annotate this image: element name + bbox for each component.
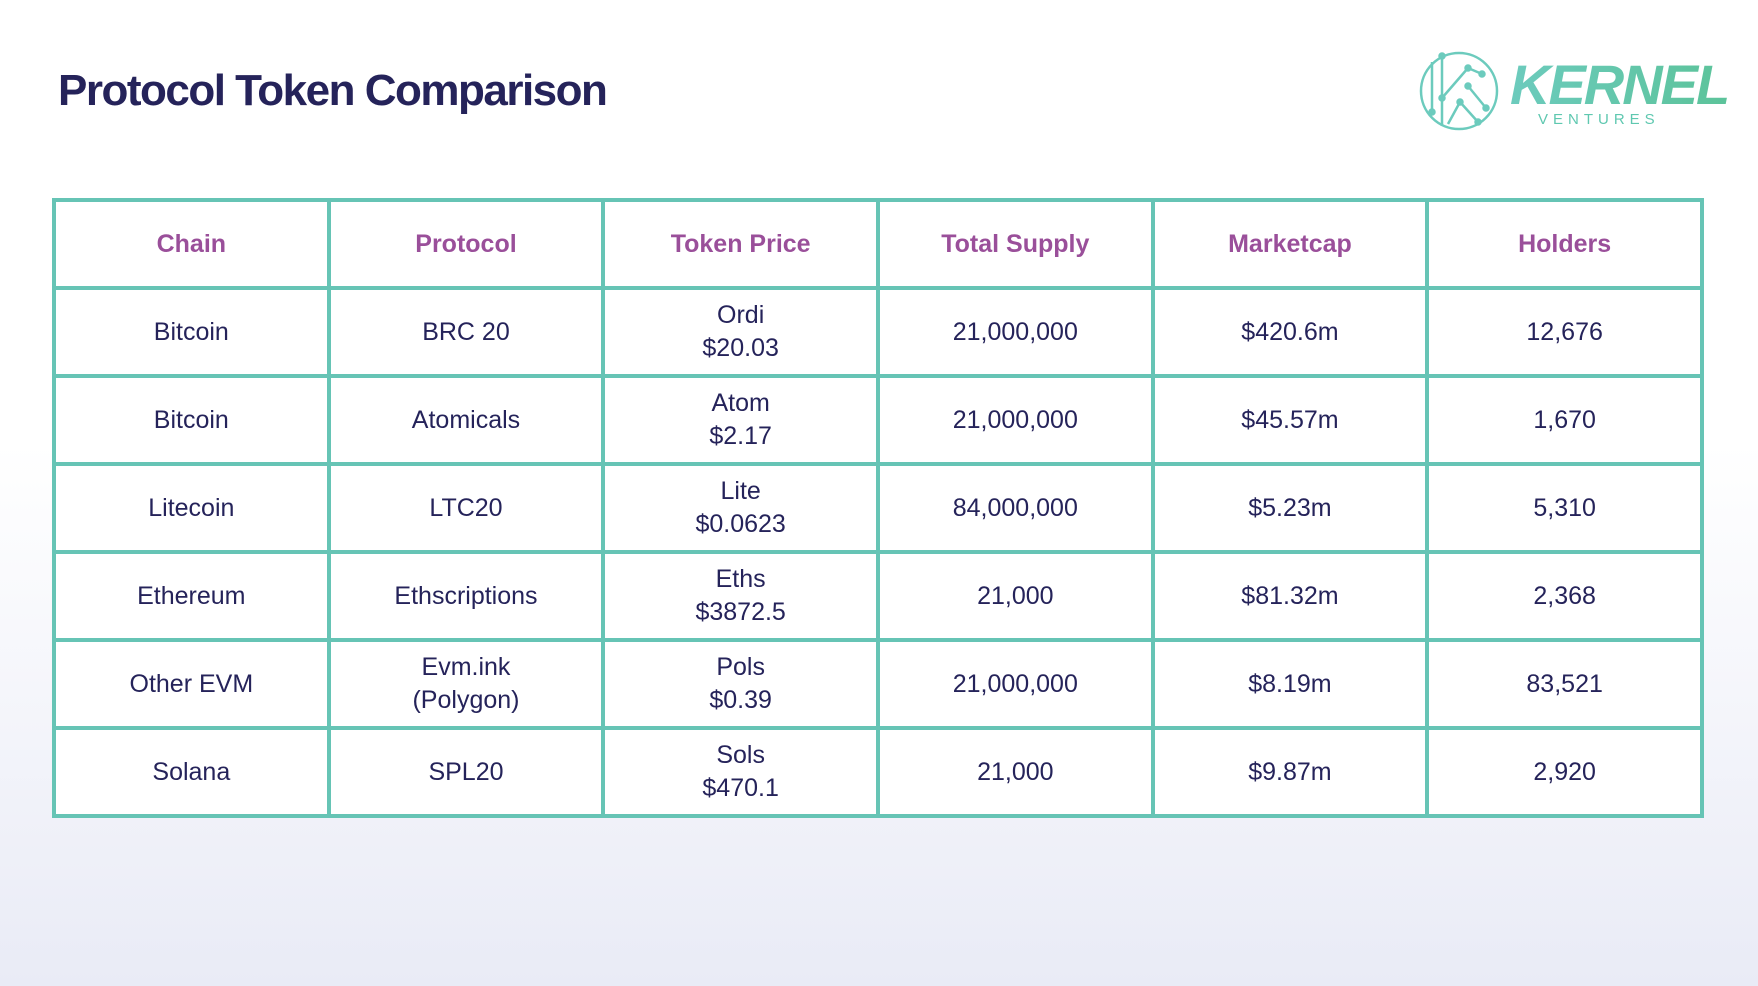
logo-subtitle: VENTURES bbox=[1538, 111, 1660, 128]
token-price: $3872.5 bbox=[695, 598, 786, 626]
holders-cell: 5,310 bbox=[1533, 493, 1596, 522]
table-cell: 5,310 bbox=[1425, 462, 1704, 554]
token-name: Pols bbox=[716, 653, 765, 681]
table-cell: Other EVM bbox=[52, 638, 331, 730]
marketcap-cell: $5.23m bbox=[1248, 493, 1332, 522]
table-cell: Ethscriptions bbox=[326, 550, 606, 642]
supply-cell: 21,000 bbox=[977, 581, 1054, 610]
token-price: $0.0623 bbox=[695, 510, 786, 538]
column-header: Protocol bbox=[326, 198, 606, 290]
table-cell: $9.87m bbox=[1150, 726, 1430, 818]
holders-cell: 2,368 bbox=[1533, 581, 1596, 610]
token-name: Atom bbox=[711, 389, 770, 417]
token-name: Lite bbox=[720, 477, 761, 505]
table-cell: $420.6m bbox=[1150, 286, 1430, 378]
table-cell: 21,000,000 bbox=[875, 286, 1155, 378]
table-cell: Ethereum bbox=[52, 550, 331, 642]
table-row: Litecoin LTC20 Lite $0.0623 84,000,000 $5.23m… bbox=[52, 462, 1704, 554]
marketcap-cell: $81.32m bbox=[1241, 581, 1339, 610]
token-name: Sols bbox=[716, 741, 765, 769]
holders-cell: 2,920 bbox=[1533, 757, 1596, 786]
protocol-cell: SPL20 bbox=[428, 757, 504, 786]
table-cell: Ordi $20.03 bbox=[601, 286, 880, 378]
holders-cell: 1,670 bbox=[1533, 405, 1596, 434]
table-cell: $45.57m bbox=[1150, 374, 1430, 466]
protocol-cell: (Polygon) bbox=[412, 686, 520, 714]
chain-cell: Bitcoin bbox=[153, 405, 229, 434]
supply-cell: 21,000,000 bbox=[952, 669, 1078, 698]
table-cell: Bitcoin bbox=[52, 286, 331, 378]
table-header-row: Chain Protocol Token Price Total Supply Mark… bbox=[52, 198, 1704, 290]
table-cell: Eths $3872.5 bbox=[601, 550, 880, 642]
table-row: Bitcoin BRC 20 Ordi $20.03 21,000,000 $420.6m… bbox=[52, 286, 1704, 378]
table-cell: BRC 20 bbox=[326, 286, 606, 378]
marketcap-cell: $45.57m bbox=[1241, 405, 1339, 434]
token-name: Eths bbox=[715, 565, 766, 593]
protocol-cell: Ethscriptions bbox=[394, 581, 538, 610]
table-cell: 21,000 bbox=[875, 550, 1155, 642]
table-cell: 2,920 bbox=[1425, 726, 1704, 818]
supply-cell: 21,000 bbox=[977, 757, 1054, 786]
chain-cell: Ethereum bbox=[137, 581, 246, 610]
table-cell: 84,000,000 bbox=[875, 462, 1155, 554]
table-cell: 21,000 bbox=[875, 726, 1155, 818]
column-header: Total Supply bbox=[875, 198, 1155, 290]
chain-cell: Other EVM bbox=[129, 669, 254, 698]
table-cell: 21,000,000 bbox=[875, 374, 1155, 466]
kernel-ventures-logo: KERNEL VENTURES bbox=[1418, 50, 1730, 136]
column-header: Chain bbox=[52, 198, 331, 290]
token-price: $0.39 bbox=[709, 686, 772, 714]
chain-cell: Litecoin bbox=[148, 493, 235, 522]
supply-cell: 84,000,000 bbox=[952, 493, 1078, 522]
table-cell: 21,000,000 bbox=[875, 638, 1155, 730]
column-header: Marketcap bbox=[1150, 198, 1430, 290]
page-title: Protocol Token Comparison bbox=[58, 66, 608, 115]
table-cell: Atom $2.17 bbox=[601, 374, 880, 466]
table-cell: 83,521 bbox=[1425, 638, 1704, 730]
token-price: $2.17 bbox=[709, 422, 772, 450]
table-cell: 2,368 bbox=[1425, 550, 1704, 642]
token-name: Ordi bbox=[717, 301, 765, 329]
table-row: Ethereum Ethscriptions Eths $3872.5 21,000 $8… bbox=[52, 550, 1704, 642]
protocol-cell: Atomicals bbox=[411, 405, 521, 434]
table-cell: Pols $0.39 bbox=[601, 638, 880, 730]
chain-cell: Solana bbox=[152, 757, 231, 786]
protocol-cell: Evm.ink bbox=[421, 653, 511, 681]
column-header: Token Price bbox=[601, 198, 880, 290]
kernel-logo-icon bbox=[1419, 51, 1499, 131]
table-cell: SPL20 bbox=[326, 726, 606, 818]
table-cell: Evm.ink (Polygon) bbox=[326, 638, 606, 730]
table-cell: 12,676 bbox=[1425, 286, 1704, 378]
table-cell: 1,670 bbox=[1425, 374, 1704, 466]
column-header: Holders bbox=[1425, 198, 1704, 290]
holders-cell: 12,676 bbox=[1526, 317, 1603, 346]
chain-cell: Bitcoin bbox=[153, 317, 229, 346]
table-row: Solana SPL20 Sols $470.1 21,000 $9.87m 2,920 bbox=[52, 726, 1704, 818]
marketcap-cell: $420.6m bbox=[1241, 317, 1339, 346]
marketcap-cell: $9.87m bbox=[1248, 757, 1332, 786]
token-price: $470.1 bbox=[702, 774, 779, 802]
marketcap-cell: $8.19m bbox=[1248, 669, 1332, 698]
supply-cell: 21,000,000 bbox=[952, 405, 1078, 434]
table-row: Bitcoin Atomicals Atom $2.17 21,000,000 $45.5… bbox=[52, 374, 1704, 466]
table-cell: Bitcoin bbox=[52, 374, 331, 466]
token-price: $20.03 bbox=[702, 334, 779, 362]
table-cell: $5.23m bbox=[1150, 462, 1430, 554]
table-cell: Sols $470.1 bbox=[601, 726, 880, 818]
table-cell: $8.19m bbox=[1150, 638, 1430, 730]
holders-cell: 83,521 bbox=[1526, 669, 1603, 698]
table-cell: Atomicals bbox=[326, 374, 606, 466]
table-cell: Solana bbox=[52, 726, 331, 818]
table-cell: $81.32m bbox=[1150, 550, 1430, 642]
table-cell: Lite $0.0623 bbox=[601, 462, 880, 554]
logo-wordmark: KERNEL bbox=[1510, 53, 1730, 116]
comparison-table: Chain Protocol Token Price Total Supply Mark… bbox=[52, 198, 1704, 818]
table-row: Other EVM Evm.ink (Polygon) Pols $0.39 21,000… bbox=[52, 638, 1704, 730]
table-cell: Litecoin bbox=[52, 462, 331, 554]
protocol-cell: LTC20 bbox=[429, 493, 503, 522]
protocol-cell: BRC 20 bbox=[422, 317, 510, 346]
supply-cell: 21,000,000 bbox=[952, 317, 1078, 346]
table-cell: LTC20 bbox=[326, 462, 606, 554]
